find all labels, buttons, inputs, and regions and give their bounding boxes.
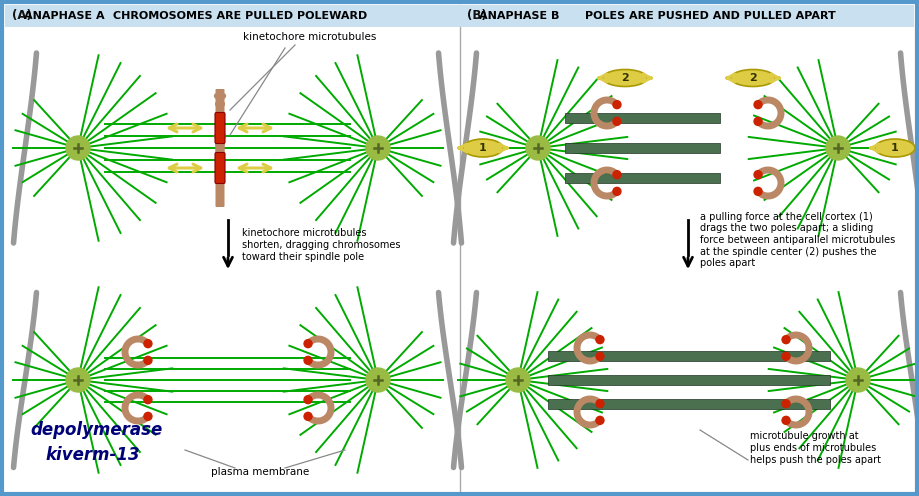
Text: 2: 2	[749, 73, 757, 83]
Circle shape	[754, 118, 762, 125]
Circle shape	[596, 416, 604, 425]
Circle shape	[613, 171, 621, 179]
Circle shape	[596, 336, 604, 344]
Text: kinetochore microtubules: kinetochore microtubules	[244, 32, 377, 42]
FancyBboxPatch shape	[548, 351, 830, 361]
Text: 1: 1	[891, 143, 899, 153]
Circle shape	[304, 356, 312, 365]
Text: (A): (A)	[12, 9, 32, 22]
Ellipse shape	[731, 69, 775, 86]
FancyBboxPatch shape	[548, 375, 830, 385]
Circle shape	[596, 400, 604, 408]
FancyBboxPatch shape	[27, 6, 101, 26]
Text: ANAPHASE B: ANAPHASE B	[479, 11, 559, 21]
FancyBboxPatch shape	[565, 173, 720, 183]
Ellipse shape	[215, 100, 225, 108]
FancyBboxPatch shape	[565, 143, 720, 153]
Circle shape	[826, 136, 850, 160]
Circle shape	[526, 136, 550, 160]
Circle shape	[66, 136, 90, 160]
Text: (B): (B)	[467, 9, 487, 22]
FancyBboxPatch shape	[5, 5, 914, 27]
Ellipse shape	[215, 140, 225, 148]
FancyBboxPatch shape	[215, 181, 224, 207]
FancyBboxPatch shape	[565, 113, 720, 123]
Circle shape	[754, 101, 762, 109]
Circle shape	[596, 352, 604, 361]
Circle shape	[754, 171, 762, 179]
Text: 2: 2	[621, 73, 629, 83]
Text: ANAPHASE A: ANAPHASE A	[24, 11, 105, 21]
Circle shape	[304, 340, 312, 348]
Circle shape	[782, 416, 790, 425]
Circle shape	[304, 396, 312, 404]
FancyBboxPatch shape	[215, 152, 225, 184]
Text: CHROMOSOMES ARE PULLED POLEWARD: CHROMOSOMES ARE PULLED POLEWARD	[113, 11, 367, 21]
Ellipse shape	[603, 69, 647, 86]
Circle shape	[144, 340, 152, 348]
Circle shape	[846, 368, 870, 392]
FancyBboxPatch shape	[215, 113, 225, 143]
Text: kinetochore microtubules
shorten, dragging chromosomes
toward their spindle pole: kinetochore microtubules shorten, draggi…	[242, 228, 401, 261]
Circle shape	[782, 352, 790, 361]
Ellipse shape	[875, 139, 915, 157]
FancyBboxPatch shape	[215, 129, 224, 155]
Circle shape	[782, 336, 790, 344]
Circle shape	[366, 368, 390, 392]
Text: microtubule growth at
plus ends of microtubules
helps push the poles apart: microtubule growth at plus ends of micro…	[750, 432, 881, 465]
Ellipse shape	[214, 132, 226, 140]
FancyBboxPatch shape	[548, 399, 830, 409]
Text: plasma membrane: plasma membrane	[210, 467, 309, 477]
Circle shape	[366, 136, 390, 160]
Circle shape	[613, 118, 621, 125]
FancyBboxPatch shape	[215, 89, 224, 115]
Ellipse shape	[214, 92, 226, 100]
Circle shape	[144, 356, 152, 365]
Text: depolymerase: depolymerase	[30, 421, 163, 439]
Text: kiverm-13: kiverm-13	[45, 446, 140, 464]
Ellipse shape	[463, 139, 503, 157]
Circle shape	[506, 368, 530, 392]
Circle shape	[613, 101, 621, 109]
FancyBboxPatch shape	[215, 141, 224, 167]
Circle shape	[754, 187, 762, 195]
FancyBboxPatch shape	[482, 6, 556, 26]
Circle shape	[304, 412, 312, 420]
Text: 1: 1	[479, 143, 487, 153]
Circle shape	[782, 400, 790, 408]
Text: POLES ARE PUSHED AND PULLED APART: POLES ARE PUSHED AND PULLED APART	[584, 11, 835, 21]
Circle shape	[66, 368, 90, 392]
Circle shape	[144, 396, 152, 404]
Text: a pulling force at the cell cortex (1)
drags the two poles apart; a sliding
forc: a pulling force at the cell cortex (1) d…	[700, 212, 895, 268]
Circle shape	[613, 187, 621, 195]
Circle shape	[144, 412, 152, 420]
